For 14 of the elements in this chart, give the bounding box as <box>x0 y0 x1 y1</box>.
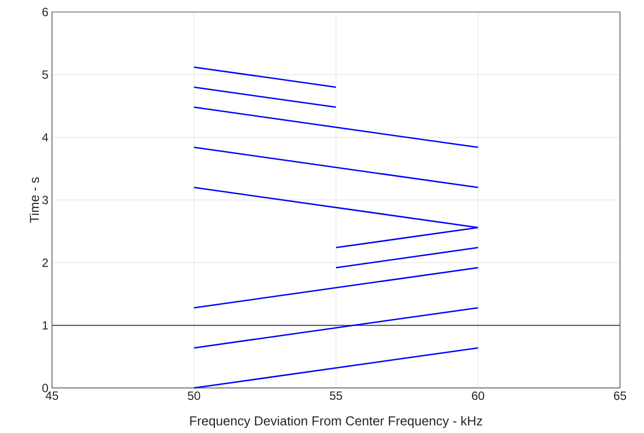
y-axis-title: Time - s <box>29 177 39 223</box>
y-tick-label: 5 <box>42 70 48 79</box>
y-tick-label: 4 <box>42 133 48 142</box>
y-tick-label: 3 <box>42 196 48 204</box>
x-tick-label: 45 <box>46 392 58 400</box>
x-tick-label: 55 <box>330 392 342 400</box>
x-tick-label: 60 <box>472 392 484 400</box>
y-tick-label: 0 <box>42 384 48 392</box>
x-axis-title: Frequency Deviation From Center Frequency - kHz <box>190 416 482 428</box>
x-tick-label: 50 <box>188 392 200 400</box>
y-tick-label: 2 <box>42 258 48 267</box>
y-tick-label: 6 <box>42 8 48 16</box>
y-tick-label: 1 <box>42 321 48 330</box>
x-tick-label: 65 <box>614 392 626 400</box>
